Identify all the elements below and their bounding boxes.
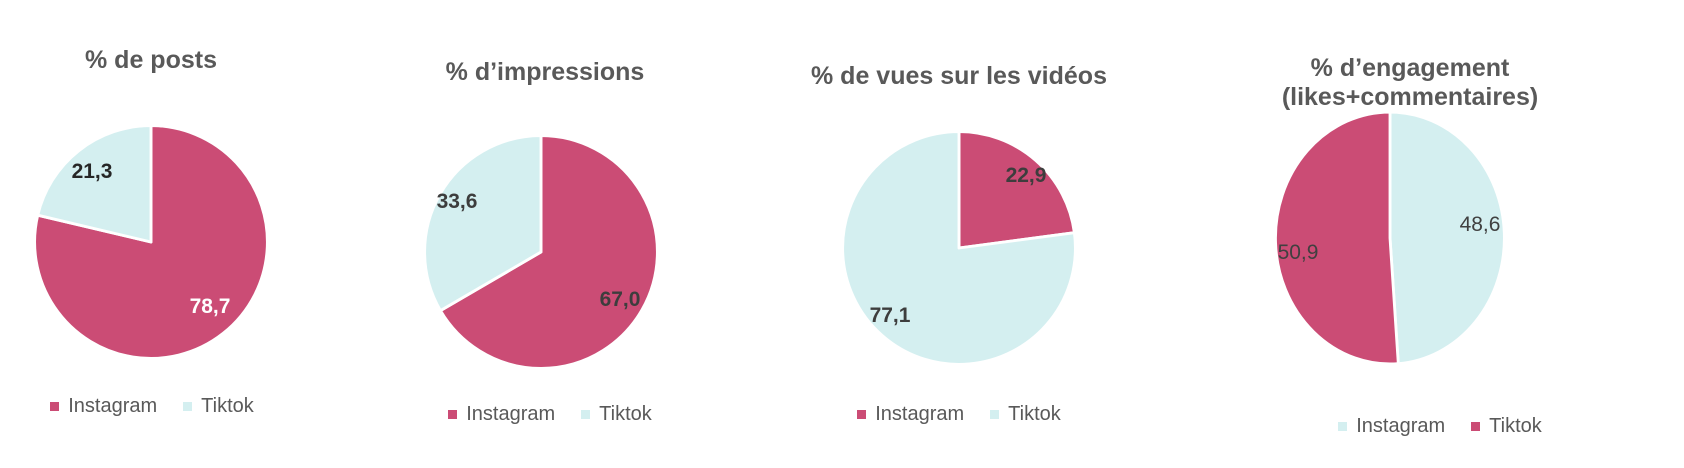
pie-video-views bbox=[841, 130, 1077, 366]
chart-title-impressions: % d’impressions bbox=[445, 58, 645, 86]
chart-title-posts: % de posts bbox=[85, 46, 217, 74]
legend-label-instagram: Instagram bbox=[68, 394, 158, 417]
pie-slice-tiktok bbox=[423, 134, 543, 313]
value-label-tiktok-posts: 21,3 bbox=[71, 160, 113, 183]
value-label-tiktok-impressions: 33,6 bbox=[436, 190, 478, 213]
legend-marker-instagram bbox=[857, 409, 867, 419]
legend-item-instagram: Instagram bbox=[857, 403, 964, 426]
legend-label-tiktok: Tiktok bbox=[599, 402, 652, 425]
legend-marker-tiktok bbox=[183, 401, 193, 411]
legend-video-views: Instagram Tiktok bbox=[839, 400, 1079, 428]
legend-item-instagram: Instagram bbox=[1338, 415, 1445, 438]
legend-item-tiktok: Tiktok bbox=[1471, 415, 1542, 438]
legend-label-tiktok: Tiktok bbox=[1008, 402, 1061, 425]
chart-title-engagement: % d’engagement (likes+commentaires) bbox=[1281, 54, 1539, 111]
legend-label-instagram: Instagram bbox=[1356, 414, 1446, 437]
pie-posts bbox=[33, 124, 269, 360]
value-label-instagram-video-views: 22,9 bbox=[1005, 164, 1047, 187]
legend-posts: Instagram Tiktok bbox=[34, 392, 270, 420]
pie-engagement bbox=[1274, 110, 1506, 366]
value-label-instagram-impressions: 67,0 bbox=[599, 288, 641, 311]
value-label-tiktok-video-views: 77,1 bbox=[869, 304, 911, 327]
legend-marker-tiktok bbox=[581, 409, 591, 419]
legend-label-instagram: Instagram bbox=[466, 402, 556, 425]
value-label-instagram-posts: 78,7 bbox=[189, 295, 231, 318]
pie-slice-instagram bbox=[439, 134, 659, 370]
legend-item-instagram: Instagram bbox=[448, 403, 555, 426]
pie-slice-instagram bbox=[1388, 110, 1506, 366]
legend-label-tiktok: Tiktok bbox=[201, 394, 254, 417]
legend-marker-instagram bbox=[50, 401, 60, 411]
legend-item-tiktok: Tiktok bbox=[183, 395, 254, 418]
pie-slice-instagram bbox=[33, 124, 269, 360]
legend-marker-instagram bbox=[448, 409, 458, 419]
legend-item-tiktok: Tiktok bbox=[990, 403, 1061, 426]
legend-marker-tiktok bbox=[990, 409, 1000, 419]
legend-item-tiktok: Tiktok bbox=[581, 403, 652, 426]
pie-slice-tiktok bbox=[1274, 110, 1400, 366]
pie-impressions bbox=[423, 134, 659, 370]
legend-marker-instagram bbox=[1338, 421, 1348, 431]
value-label-tiktok-engagement: 50,9 bbox=[1277, 241, 1319, 264]
value-label-instagram-engagement: 48,6 bbox=[1459, 213, 1501, 236]
legend-engagement: Instagram Tiktok bbox=[1315, 412, 1565, 440]
legend-marker-tiktok bbox=[1471, 421, 1481, 431]
pie-slice-instagram bbox=[957, 130, 1076, 250]
pie-slice-tiktok bbox=[841, 130, 1077, 366]
legend-label-instagram: Instagram bbox=[875, 402, 965, 425]
legend-item-instagram: Instagram bbox=[50, 395, 157, 418]
pie-slice-tiktok bbox=[36, 124, 153, 244]
legend-label-tiktok: Tiktok bbox=[1489, 414, 1542, 437]
legend-impressions: Instagram Tiktok bbox=[430, 400, 670, 428]
chart-title-video-views: % de vues sur les vidéos bbox=[811, 62, 1107, 90]
